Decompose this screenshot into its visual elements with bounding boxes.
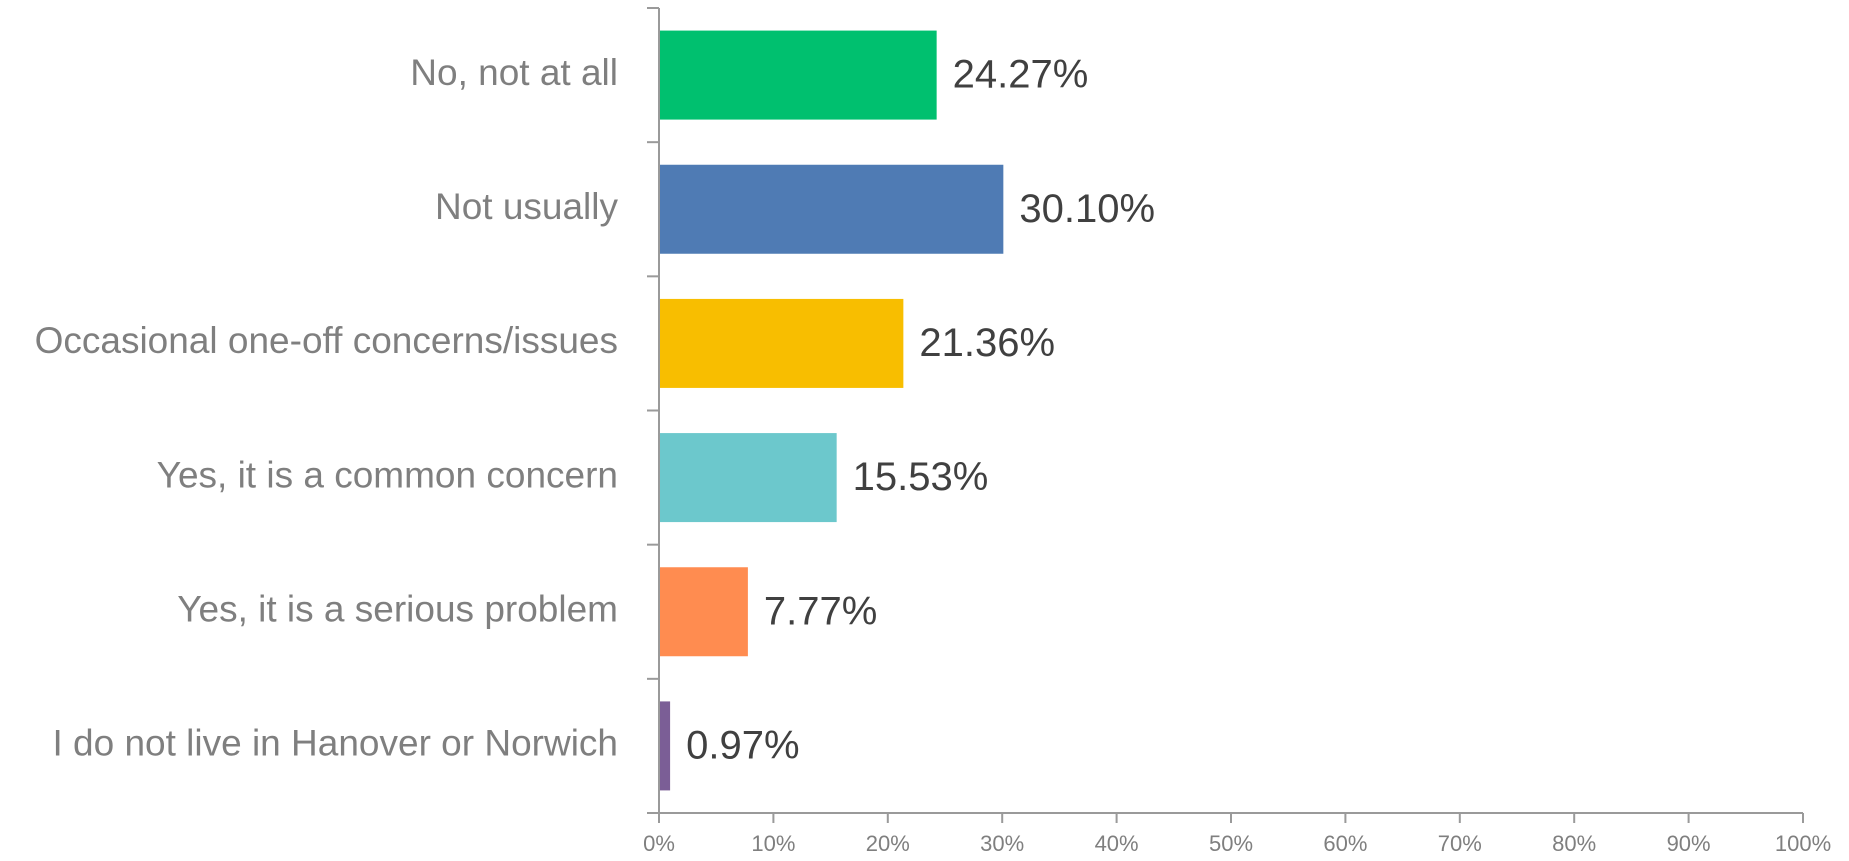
value-label: 15.53% <box>853 455 989 499</box>
x-tick-label: 80% <box>1552 831 1596 856</box>
value-label: 24.27% <box>953 53 1089 97</box>
value-label: 21.36% <box>919 321 1055 365</box>
value-label: 0.97% <box>686 723 799 767</box>
x-tick-label: 90% <box>1667 831 1711 856</box>
category-label: I do not live in Hanover or Norwich <box>52 723 618 764</box>
x-tick-label: 100% <box>1775 831 1831 856</box>
x-tick-label: 40% <box>1095 831 1139 856</box>
x-tick-labels-group: 0% 10% 20% 30% 40% 50% 60% 70% 80% 90% 100% <box>643 831 1831 856</box>
bar <box>659 567 748 657</box>
x-tick-label: 60% <box>1323 831 1367 856</box>
category-label: Yes, it is a common concern <box>157 454 618 495</box>
ticks-group <box>647 7 1804 823</box>
category-label: Yes, it is a serious problem <box>177 589 618 630</box>
x-tick-label: 70% <box>1438 831 1482 856</box>
category-label: Not usually <box>435 186 619 227</box>
category-label: Occasional one-off concerns/issues <box>35 320 618 361</box>
x-tick-label: 20% <box>866 831 910 856</box>
bar <box>659 701 671 791</box>
x-tick-label: 0% <box>643 831 675 856</box>
x-tick-label: 30% <box>980 831 1024 856</box>
bar <box>659 433 837 523</box>
value-label: 7.77% <box>764 589 877 633</box>
x-tick-label: 50% <box>1209 831 1253 856</box>
category-label: No, not at all <box>410 52 618 93</box>
bar <box>659 164 1004 254</box>
bars-group <box>659 30 1004 791</box>
bar <box>659 30 937 120</box>
category-labels-group: No, not at all Not usually Occasional one-… <box>35 52 619 764</box>
value-labels-group: 24.27% 30.10% 21.36% 15.53% 7.77% 0.97% <box>686 53 1155 768</box>
x-tick-label: 10% <box>751 831 795 856</box>
axes-group <box>658 8 1803 814</box>
bar <box>659 298 904 388</box>
value-label: 30.10% <box>1019 187 1155 231</box>
